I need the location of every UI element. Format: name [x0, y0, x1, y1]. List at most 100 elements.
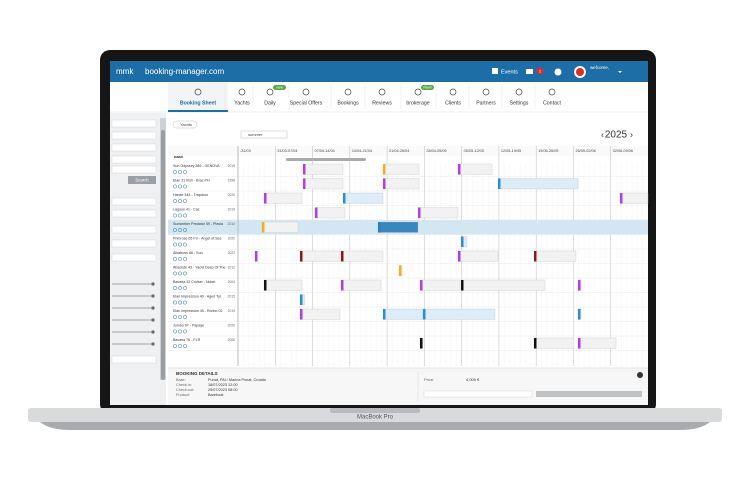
next-year[interactable]: ›	[630, 129, 633, 139]
booking-block[interactable]	[533, 250, 577, 262]
yacht-feature-icon	[173, 170, 177, 174]
filter-select[interactable]	[111, 355, 157, 364]
nav-item[interactable]: Clients	[445, 100, 461, 106]
filter-select[interactable]	[111, 197, 157, 206]
booking-block[interactable]	[314, 207, 346, 219]
booking-block[interactable]	[261, 221, 299, 233]
week-label: 31/03-07/04	[277, 149, 297, 153]
booking-block[interactable]	[263, 279, 303, 291]
slider-handle[interactable]	[151, 294, 155, 298]
booking-start	[383, 309, 386, 320]
booking-block[interactable]	[299, 250, 341, 262]
slider-handle[interactable]	[151, 330, 155, 334]
booking-block[interactable]	[342, 192, 384, 204]
filter-input[interactable]	[111, 165, 157, 174]
nav-item[interactable]: Partners	[476, 100, 496, 106]
cart-icon[interactable]	[526, 69, 533, 74]
yacht-name[interactable]: Primrose 65 FV - Angel of Sea	[173, 236, 222, 240]
booking-block[interactable]	[302, 178, 344, 190]
yacht-feature-icon	[178, 213, 182, 218]
booking-block[interactable]	[299, 308, 341, 320]
filter-input[interactable]	[111, 131, 157, 140]
booking-block[interactable]	[382, 163, 420, 175]
yacht-name[interactable]: Elan Impression 45 - Ronbo 02	[173, 309, 223, 313]
yacht-feature-icon	[173, 315, 177, 319]
nav-item[interactable]: Daily	[264, 100, 276, 106]
slider-handle[interactable]	[151, 318, 155, 322]
booking-start	[262, 222, 265, 233]
year: 2025	[605, 130, 628, 141]
yacht-feature-icon	[178, 228, 182, 232]
nav-item[interactable]: Contact	[543, 100, 561, 106]
yacht-name[interactable]: Hanse 345 - Trapdoor	[173, 193, 209, 197]
booking-block[interactable]	[382, 308, 424, 320]
booking-block[interactable]	[533, 337, 575, 349]
detail-value: 25/07/2023 08:00	[208, 388, 238, 392]
booking-block[interactable]	[457, 250, 499, 262]
booking-block[interactable]	[340, 279, 382, 291]
details-button[interactable]	[423, 390, 533, 398]
nav-item[interactable]: brokerage	[406, 100, 429, 106]
booking-block[interactable]	[377, 221, 419, 233]
booking-block[interactable]	[619, 192, 649, 204]
timeline-scroll[interactable]	[286, 158, 366, 161]
booking-start	[578, 309, 581, 320]
nav-item[interactable]: Settings	[510, 100, 529, 106]
yacht-name[interactable]: Jumbo 97 - Papaye	[173, 323, 204, 327]
season-select[interactable]	[240, 130, 288, 139]
yacht-name[interactable]: Albatross 66 - Sun	[173, 251, 203, 255]
nav-item[interactable]: Reviews	[372, 100, 392, 106]
booking-start	[461, 236, 464, 247]
booking-start	[315, 207, 318, 218]
yacht-name[interactable]: Elan Impression 40 - Aged Tyr	[173, 294, 222, 298]
booking-block[interactable]	[457, 163, 493, 175]
booking-block[interactable]	[263, 192, 303, 204]
filter-input[interactable]	[111, 143, 157, 152]
filter-select[interactable]	[111, 225, 157, 234]
booking-block[interactable]	[340, 250, 384, 262]
filter-select[interactable]	[111, 253, 157, 262]
yacht-name[interactable]: Absolute 43 - Yacht Deep Of The	[173, 265, 226, 269]
yacht-search[interactable]	[172, 120, 198, 129]
booking-start	[458, 164, 461, 175]
booking-block[interactable]	[577, 337, 617, 349]
booking-block[interactable]	[419, 279, 461, 291]
prev-year[interactable]: ‹	[601, 129, 604, 139]
user-menu-caret[interactable]	[618, 71, 622, 73]
week-label: 28/04-05/05	[426, 149, 446, 153]
filter-input[interactable]	[111, 155, 157, 164]
filter-select[interactable]	[111, 239, 157, 248]
filter-select[interactable]	[111, 209, 157, 218]
yacht-name[interactable]: Lagoon 41 - Caz	[173, 207, 200, 211]
yacht-name[interactable]: Bavaria 76 - FLR	[173, 338, 201, 342]
slider-handle[interactable]	[151, 342, 155, 346]
events-icon	[492, 68, 498, 74]
filter-input[interactable]	[111, 119, 157, 128]
nav-item[interactable]: Booking Sheet	[180, 100, 217, 106]
booking-block[interactable]	[497, 178, 579, 190]
settings-icon[interactable]	[554, 68, 562, 76]
slider-handle[interactable]	[151, 282, 155, 286]
close-details[interactable]	[637, 372, 643, 378]
yacht-year: 2012	[228, 265, 236, 269]
yacht-name[interactable]: Elan 31 Irish - Brac PH	[173, 178, 210, 182]
details-button-primary[interactable]	[536, 391, 642, 397]
yacht-name[interactable]: Sunseeker Predator 59 - Plavia	[173, 222, 223, 226]
yacht-name[interactable]: Bavaria 33 Cruiser - Nobel	[173, 280, 216, 284]
booking-block[interactable]	[382, 178, 420, 190]
yacht-column-header: Base	[174, 155, 183, 159]
yacht-year: 2014	[228, 222, 236, 226]
slider-handle[interactable]	[151, 306, 155, 310]
week-label: 14/04-21/04	[352, 149, 372, 153]
booking-block[interactable]	[417, 207, 459, 219]
booking-block[interactable]	[302, 163, 344, 175]
nav-item[interactable]: Yachts	[234, 100, 250, 106]
nav-item[interactable]: Bookings	[337, 100, 359, 106]
search-button[interactable]	[128, 176, 156, 184]
nav-item[interactable]: Special Offers	[290, 100, 323, 106]
booking-block[interactable]	[460, 279, 546, 291]
events-link[interactable]: Events	[501, 69, 518, 75]
booking-block[interactable]	[422, 308, 496, 320]
scrollbar-thumb[interactable]	[161, 130, 165, 380]
yacht-name[interactable]: Sun Odyssey 389 - GENOVA	[173, 164, 220, 168]
